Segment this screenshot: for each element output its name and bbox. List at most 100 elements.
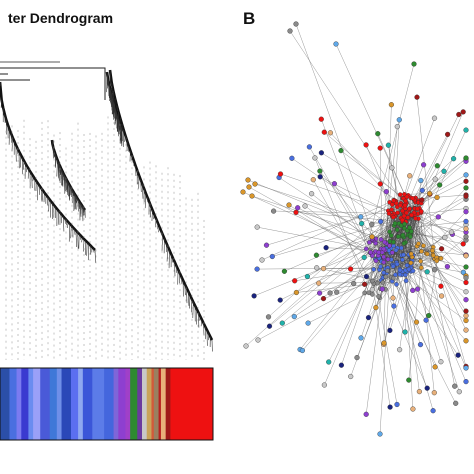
network-node bbox=[379, 286, 385, 292]
network-node bbox=[463, 234, 469, 240]
dendrogram-leaf bbox=[89, 245, 92, 255]
network-edge bbox=[268, 202, 397, 318]
network-node bbox=[391, 275, 396, 281]
dendrogram-leaf bbox=[114, 108, 116, 126]
color-bar-segment bbox=[56, 368, 62, 440]
network-node bbox=[385, 142, 392, 148]
dendrogram-leaf bbox=[40, 188, 43, 202]
network-node bbox=[389, 165, 395, 171]
network-node bbox=[293, 209, 299, 216]
dendrogram-leaf bbox=[124, 135, 126, 142]
network-node bbox=[432, 176, 438, 182]
network-node bbox=[463, 155, 469, 161]
dendrogram-leaf bbox=[161, 234, 163, 251]
dendrogram-leaf bbox=[121, 123, 123, 142]
network-node bbox=[430, 408, 436, 414]
dendrogram-branch bbox=[0, 67, 106, 100]
network-node bbox=[385, 268, 390, 274]
network-edge bbox=[411, 257, 437, 262]
network-node bbox=[414, 94, 420, 100]
network-node bbox=[317, 168, 323, 174]
network-node bbox=[463, 218, 469, 225]
network-node bbox=[463, 185, 469, 191]
network-node bbox=[438, 359, 444, 365]
network-node bbox=[390, 214, 396, 220]
network-node bbox=[317, 290, 323, 296]
network-node bbox=[299, 347, 306, 354]
network-node bbox=[438, 256, 444, 261]
dendrogram-leaf bbox=[204, 326, 207, 340]
network-node bbox=[460, 109, 466, 115]
dendrogram-leaf bbox=[21, 157, 24, 175]
network-node bbox=[390, 264, 396, 269]
network-node bbox=[363, 246, 369, 252]
network-node bbox=[387, 229, 392, 234]
color-bar-segment bbox=[165, 368, 171, 440]
color-bar-segment bbox=[170, 368, 214, 440]
network-node bbox=[417, 342, 424, 348]
network-node bbox=[369, 286, 376, 293]
network-node bbox=[259, 257, 265, 263]
network-edge bbox=[375, 243, 398, 265]
network-node bbox=[456, 111, 462, 118]
dendrogram-leaf bbox=[114, 98, 116, 113]
network-node bbox=[358, 214, 364, 220]
network-node bbox=[333, 41, 339, 47]
network-node bbox=[316, 280, 322, 286]
network-node bbox=[452, 383, 458, 389]
network-node bbox=[431, 390, 437, 396]
network-node bbox=[287, 28, 293, 34]
network-edge bbox=[261, 202, 390, 261]
network-node bbox=[402, 329, 408, 335]
dendrogram-leaf bbox=[117, 111, 119, 130]
network-node bbox=[394, 123, 400, 130]
dendrogram-leaf bbox=[54, 155, 57, 167]
network-node bbox=[463, 172, 469, 178]
network-node bbox=[424, 269, 430, 275]
network-node bbox=[387, 327, 393, 334]
network-edge bbox=[308, 292, 369, 324]
network-node bbox=[404, 263, 410, 268]
network-edge bbox=[401, 236, 412, 263]
color-bar-segment bbox=[49, 368, 58, 440]
dendrogram-leaf bbox=[140, 179, 142, 193]
network-node bbox=[423, 317, 429, 323]
network-node bbox=[312, 155, 318, 161]
network-node bbox=[304, 273, 311, 280]
network-node bbox=[309, 191, 315, 197]
network-node bbox=[351, 281, 357, 287]
network-node bbox=[397, 267, 403, 273]
network-node bbox=[348, 373, 354, 380]
panel-b-label: B bbox=[243, 9, 256, 28]
network-node bbox=[451, 156, 457, 162]
network-node bbox=[419, 248, 424, 254]
network-node bbox=[463, 209, 469, 215]
network-node bbox=[389, 207, 395, 212]
network-node bbox=[295, 205, 301, 211]
network-node bbox=[363, 142, 369, 148]
network-node bbox=[327, 290, 333, 296]
color-bar-segment bbox=[125, 368, 131, 440]
network-edge bbox=[307, 239, 373, 277]
network-node bbox=[249, 193, 255, 199]
dendrogram-leaf bbox=[75, 196, 77, 201]
network-node bbox=[277, 171, 284, 177]
color-bar-segment bbox=[113, 368, 119, 440]
color-bar-segment bbox=[21, 368, 29, 440]
color-bar-segment bbox=[118, 368, 126, 440]
network-node bbox=[435, 214, 441, 220]
dendrogram-leaf bbox=[77, 199, 79, 207]
network-edge bbox=[396, 284, 434, 411]
dendrogram-leaf bbox=[73, 193, 75, 212]
network-node bbox=[363, 411, 369, 417]
network-node bbox=[271, 208, 277, 214]
dendrogram-leaf bbox=[41, 190, 44, 202]
network-edge bbox=[396, 260, 437, 285]
network-edge bbox=[375, 235, 392, 244]
color-bar-segment bbox=[153, 368, 159, 440]
network-edge bbox=[406, 196, 419, 244]
network-node bbox=[382, 239, 387, 245]
network-node bbox=[366, 290, 372, 296]
dendrogram-leaf bbox=[160, 230, 162, 235]
network-node bbox=[394, 282, 399, 287]
